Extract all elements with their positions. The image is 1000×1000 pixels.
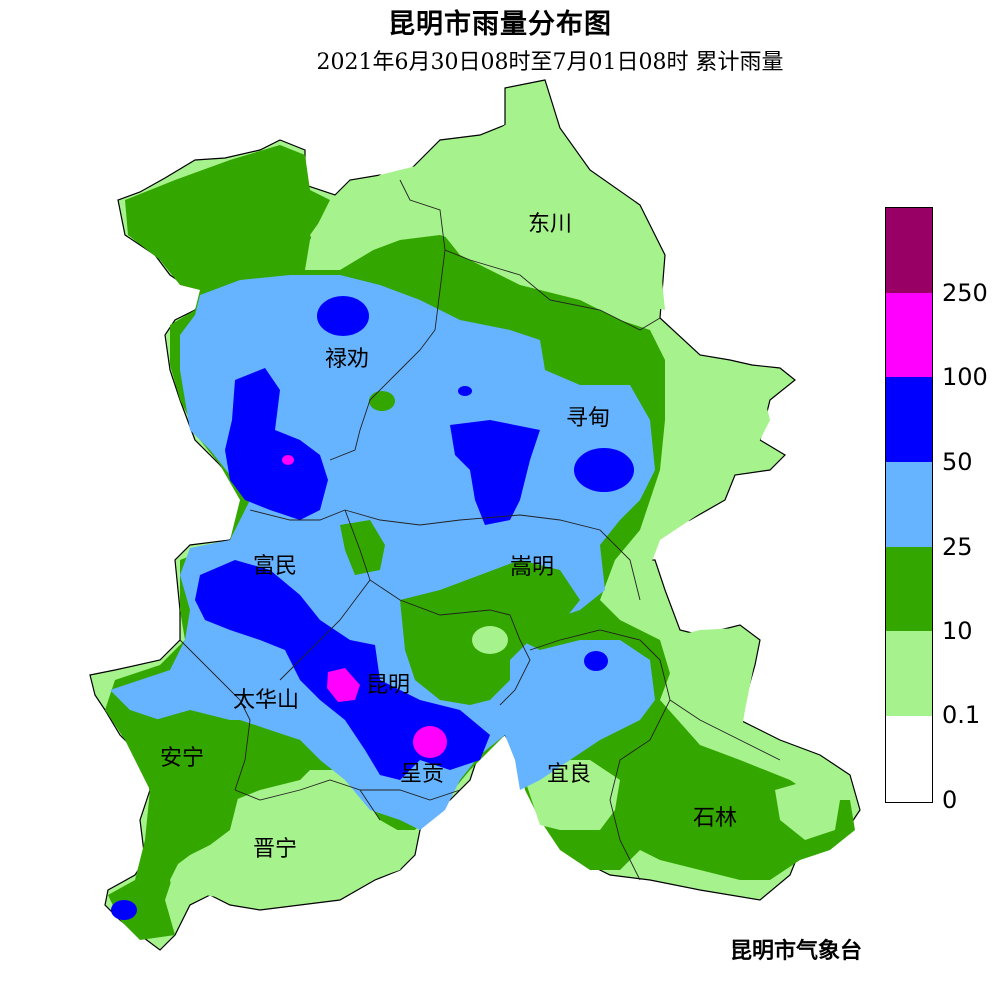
boundary-chenggong [360,789,461,801]
place-label-jinning: 晋宁 [253,837,298,862]
boundary-xundian-songming [344,509,641,601]
legend-swatch-10-25 [886,547,932,631]
rain-band-10-25-anning [148,710,320,870]
rain-band-0-10-southeast [660,628,755,740]
boundary-kunming-songming [369,579,531,706]
rain-band-50-100-luquan-north [317,296,369,336]
rain-band-50-100-luquan-west [225,368,328,520]
place-label-fumin: 富民 [253,554,298,579]
map-subtitle: 2021年6月30日08时至7月01日08时 累计雨量 [316,50,784,75]
rain-band-0-10-songming-dot [472,626,508,654]
rain-band-50-100-sw-dot [111,900,137,920]
rain-band-100-250-chenggong [413,726,447,758]
place-label-songming: 嵩明 [510,555,555,580]
map-title: 昆明市雨量分布图 [388,9,612,40]
place-label-kunming: 昆明 [366,673,411,698]
legend-swatch-100-250 [886,293,932,377]
legend-label-25: 25 [942,533,973,561]
rain-band-0-10-jinning [170,770,415,905]
legend-label-10: 10 [942,617,973,645]
legend-swatch-250-plus [886,208,932,293]
place-label-yiliang: 宜良 [547,762,592,787]
boundary-fumin-kunming [279,509,371,681]
legend-label-0: 0 [942,786,958,814]
place-label-luquan: 禄劝 [325,347,370,372]
legend-label-100: 100 [942,363,988,391]
legend-label-0.1: 0.1 [942,701,981,729]
rain-band-0-10-yiliang [525,760,620,830]
boundary-dongchuan [399,179,661,331]
legend-swatch-25-50 [886,462,932,547]
rain-band-0-10-east [630,360,770,620]
legend-swatch-0-0.1 [886,716,932,802]
place-label-dongchuan: 东川 [528,212,573,237]
rain-band-0-10-shilin [775,780,840,840]
rain-band-0-10-north [310,115,665,310]
boundary-kunming-yiliang [529,629,661,661]
county-boundaries [179,179,781,881]
boundary-luquan-fumin [249,509,346,521]
rain-band-50-100-yiliang-dot [584,651,608,671]
rainfall-legend [885,207,933,803]
issuer-credit: 昆明市气象台 [730,939,863,964]
boundary-shilin [669,699,781,761]
legend-swatch-50-100 [886,377,932,462]
rain-band-50-100-xundian-west [450,420,540,525]
place-label-anning: 安宁 [160,746,205,771]
legend-label-250: 250 [942,279,988,307]
boundary-jinning [234,779,381,821]
rain-band-100-250-luquan [282,455,294,465]
legend-swatch-0.1-10 [886,631,932,716]
rain-band-100-250-kunming [327,668,360,702]
place-label-xundian: 寻甸 [566,406,611,431]
legend-label-50: 50 [942,448,973,476]
rain-band-10-25-fumin-hill [340,520,385,575]
boundary-anning [179,639,251,791]
place-label-shilin: 石林 [693,806,738,831]
place-label-taihuashan: 太华山 [233,688,300,713]
rain-band-50-100-xundian-dot [458,386,472,396]
rain-band-10-25-luquan-dot [369,391,395,411]
rain-band-50-100-xundian-east [574,448,634,492]
place-label-chenggong: 呈贡 [400,762,445,787]
boundary-luquan-xundian [329,249,446,461]
